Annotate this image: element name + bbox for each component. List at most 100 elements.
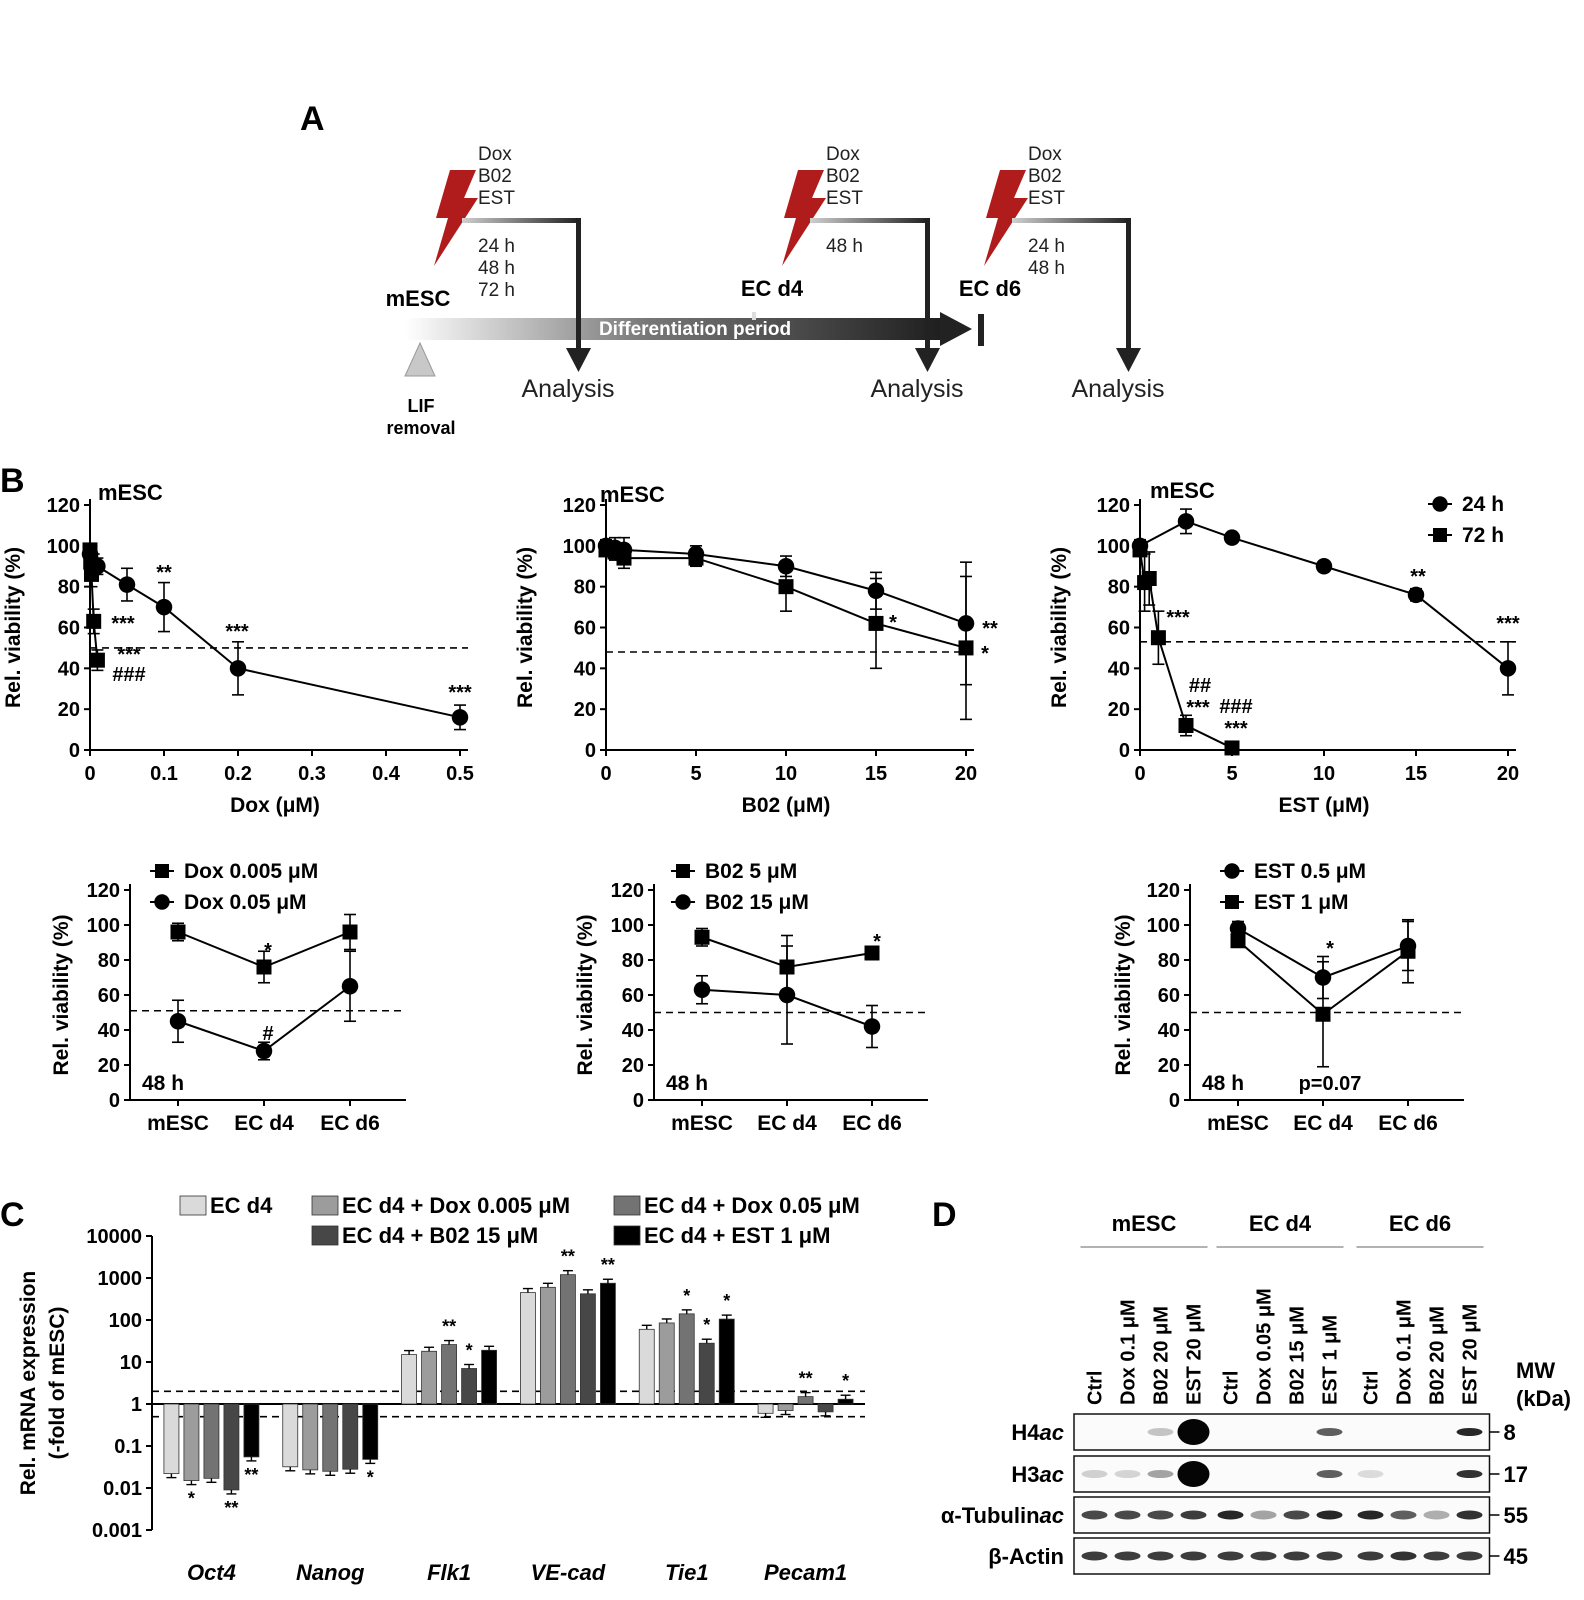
blot-band bbox=[1456, 1470, 1483, 1478]
y-tick-label: 80 bbox=[58, 577, 80, 599]
time-label: 24 h bbox=[1028, 236, 1065, 257]
bar bbox=[698, 1342, 715, 1405]
legend-label: EC d4 bbox=[210, 1193, 273, 1218]
treatment-label: Dox bbox=[1028, 144, 1062, 165]
data-point-square bbox=[1433, 528, 1447, 542]
analysis-arrowhead bbox=[1116, 348, 1141, 372]
category-label: Nanog bbox=[296, 1560, 365, 1585]
x-tick-label: EC d6 bbox=[842, 1112, 902, 1135]
data-point-square bbox=[89, 652, 105, 668]
data-point-square bbox=[778, 579, 794, 595]
y-tick-label: 120 bbox=[1147, 880, 1180, 902]
blot-band bbox=[1456, 1551, 1483, 1561]
significance-annotation: ### bbox=[112, 664, 145, 686]
data-point-circle bbox=[1432, 496, 1448, 512]
blot-row-label: α-Tubulinac bbox=[941, 1503, 1064, 1528]
x-tick-label: 5 bbox=[1226, 763, 1237, 785]
stage-label-0: mESC bbox=[386, 286, 451, 311]
data-point-square bbox=[1178, 718, 1194, 733]
bar bbox=[837, 1398, 854, 1405]
blot-band bbox=[1177, 1419, 1210, 1445]
mw-value: 45 bbox=[1504, 1544, 1528, 1569]
bar bbox=[282, 1403, 299, 1468]
legend-label: B02 15 μM bbox=[705, 891, 809, 914]
blot-band bbox=[1423, 1551, 1450, 1561]
y-tick-label: 100 bbox=[563, 536, 596, 558]
x-tick-label: 5 bbox=[690, 763, 701, 785]
y-tick-label: 40 bbox=[98, 1020, 120, 1042]
data-point-square bbox=[958, 640, 974, 656]
data-point-circle bbox=[1223, 529, 1241, 546]
treatment-arm-line bbox=[810, 218, 927, 223]
y-tick-label: 20 bbox=[1108, 699, 1130, 721]
panel-label-a: A bbox=[300, 100, 325, 138]
bar bbox=[638, 1328, 655, 1405]
data-point-circle bbox=[155, 598, 173, 616]
bar bbox=[797, 1396, 814, 1405]
panel-d-western-blot: mESC EC d4 EC d6 Ctrl Dox 0.1 μM B02 20 μM EST… bbox=[941, 1211, 1571, 1575]
lane-label: B02 15 μM bbox=[1287, 1306, 1309, 1405]
data-point-square bbox=[256, 959, 272, 975]
x-axis-title: B02 (μM) bbox=[742, 794, 831, 817]
significance-annotation: * bbox=[188, 1489, 195, 1509]
legend-label: 24 h bbox=[1462, 493, 1504, 516]
y-tick-label: 120 bbox=[611, 880, 644, 902]
y-axis-title: Rel. viability (%) bbox=[2, 547, 25, 708]
lane-label: B02 20 μM bbox=[1151, 1306, 1173, 1405]
timepoint-note: 48 h bbox=[666, 1072, 708, 1095]
data-point-circle bbox=[118, 576, 136, 593]
y-tick-label: 60 bbox=[622, 985, 644, 1007]
blot-strip bbox=[1073, 1537, 1491, 1575]
lane-label: EST 1 μM bbox=[1320, 1315, 1342, 1405]
time-label: 72 h bbox=[478, 280, 515, 301]
legend-label: EC d4 + EST 1 μM bbox=[644, 1223, 830, 1248]
treatment-arm-line bbox=[462, 218, 578, 223]
x-tick-label: 0 bbox=[1134, 763, 1145, 785]
bar bbox=[243, 1403, 260, 1458]
mw-header-unit: (kDa) bbox=[1516, 1386, 1571, 1411]
data-point-circle bbox=[229, 660, 247, 677]
data-point-circle bbox=[451, 709, 469, 726]
significance-annotation: ** bbox=[982, 618, 998, 640]
x-tick-label: EC d6 bbox=[320, 1112, 380, 1135]
x-axis-title: EST (μM) bbox=[1278, 794, 1369, 817]
time-label: 48 h bbox=[826, 236, 863, 257]
bar bbox=[678, 1313, 695, 1405]
y-tick-label: 80 bbox=[98, 950, 120, 972]
data-point-square bbox=[1315, 1006, 1331, 1022]
significance-annotation: * bbox=[981, 643, 989, 665]
y-axis-title: Rel. viability (%) bbox=[574, 914, 597, 1075]
lightning-bolt-icon bbox=[984, 170, 1028, 266]
panel-label-d: D bbox=[932, 1196, 957, 1234]
category-label: Tie1 bbox=[665, 1560, 709, 1585]
data-point-circle bbox=[1177, 513, 1195, 530]
significance-annotation: ## bbox=[1189, 675, 1211, 697]
data-point-circle bbox=[255, 1042, 273, 1060]
blot-band bbox=[1357, 1510, 1384, 1520]
y-tick-label: 1000 bbox=[98, 1268, 143, 1290]
y-tick-label: 10000 bbox=[86, 1226, 142, 1248]
bar bbox=[163, 1403, 180, 1475]
bar bbox=[322, 1403, 339, 1472]
blot-band bbox=[1081, 1470, 1108, 1478]
legend-label: EC d4 + Dox 0.005 μM bbox=[342, 1193, 570, 1218]
blot-band bbox=[1147, 1470, 1174, 1478]
significance-annotation: *** bbox=[1166, 607, 1190, 629]
y-tick-label: 80 bbox=[1158, 950, 1180, 972]
treatment-label: Dox bbox=[478, 144, 512, 165]
significance-annotation: *** bbox=[225, 621, 249, 643]
y-tick-label: 1 bbox=[131, 1394, 142, 1416]
blot-band bbox=[1423, 1510, 1450, 1520]
y-tick-label: 20 bbox=[622, 1055, 644, 1077]
bar bbox=[421, 1350, 437, 1405]
mw-value: 17 bbox=[1504, 1462, 1528, 1487]
category-label: Oct4 bbox=[187, 1560, 236, 1585]
chart-title: mESC bbox=[1150, 478, 1215, 503]
x-tick-label: 0.5 bbox=[446, 763, 474, 785]
panel-c-expression: 0.001 0.01 0.1 1 10 100 1000 10000 Rel. mRNA exp… bbox=[17, 1193, 865, 1585]
significance-annotation: * bbox=[842, 1371, 849, 1391]
y-tick-label: 120 bbox=[47, 495, 80, 517]
y-tick-label: 80 bbox=[1108, 577, 1130, 599]
legend-label: EC d4 + Dox 0.05 μM bbox=[644, 1193, 860, 1218]
treatment-label: B02 bbox=[1028, 166, 1062, 187]
